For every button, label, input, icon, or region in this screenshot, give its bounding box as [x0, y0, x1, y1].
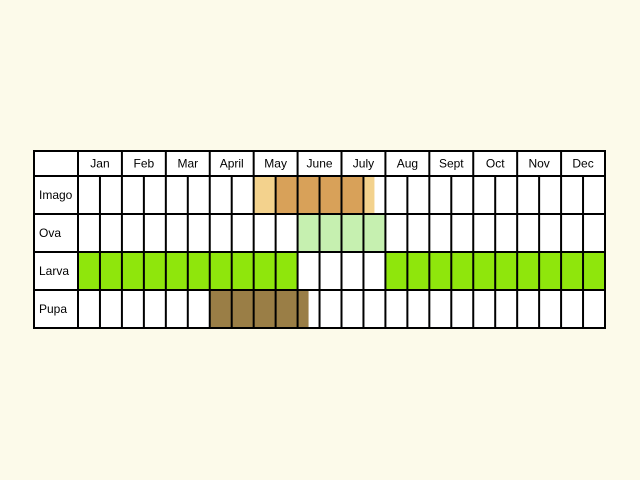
- month-label-nov: Nov: [528, 157, 549, 171]
- month-label-jan: Jan: [90, 157, 109, 171]
- month-label-june: June: [307, 157, 333, 171]
- month-label-dec: Dec: [572, 157, 593, 171]
- stage-bar-imago-0: [253, 176, 276, 214]
- stage-label-imago: Imago: [39, 188, 73, 202]
- stage-label-pupa: Pupa: [39, 302, 67, 316]
- chart-labels: Jan Feb Mar April May June July Aug Sept Oct Nov De…: [39, 157, 594, 317]
- grid-lines: [33, 150, 606, 329]
- month-label-may: May: [264, 157, 287, 171]
- stage-label-ova: Ova: [39, 226, 61, 240]
- month-label-july: July: [353, 157, 374, 171]
- month-label-aug: Aug: [397, 157, 418, 171]
- month-label-feb: Feb: [134, 157, 155, 171]
- stage-label-larva: Larva: [39, 264, 69, 278]
- month-label-sept: Sept: [439, 157, 464, 171]
- stage-bar-imago-2: [363, 176, 375, 214]
- month-label-mar: Mar: [177, 157, 198, 171]
- stage-bar-pupa-0: [209, 290, 309, 328]
- month-label-oct: Oct: [486, 157, 505, 171]
- month-label-april: April: [220, 157, 244, 171]
